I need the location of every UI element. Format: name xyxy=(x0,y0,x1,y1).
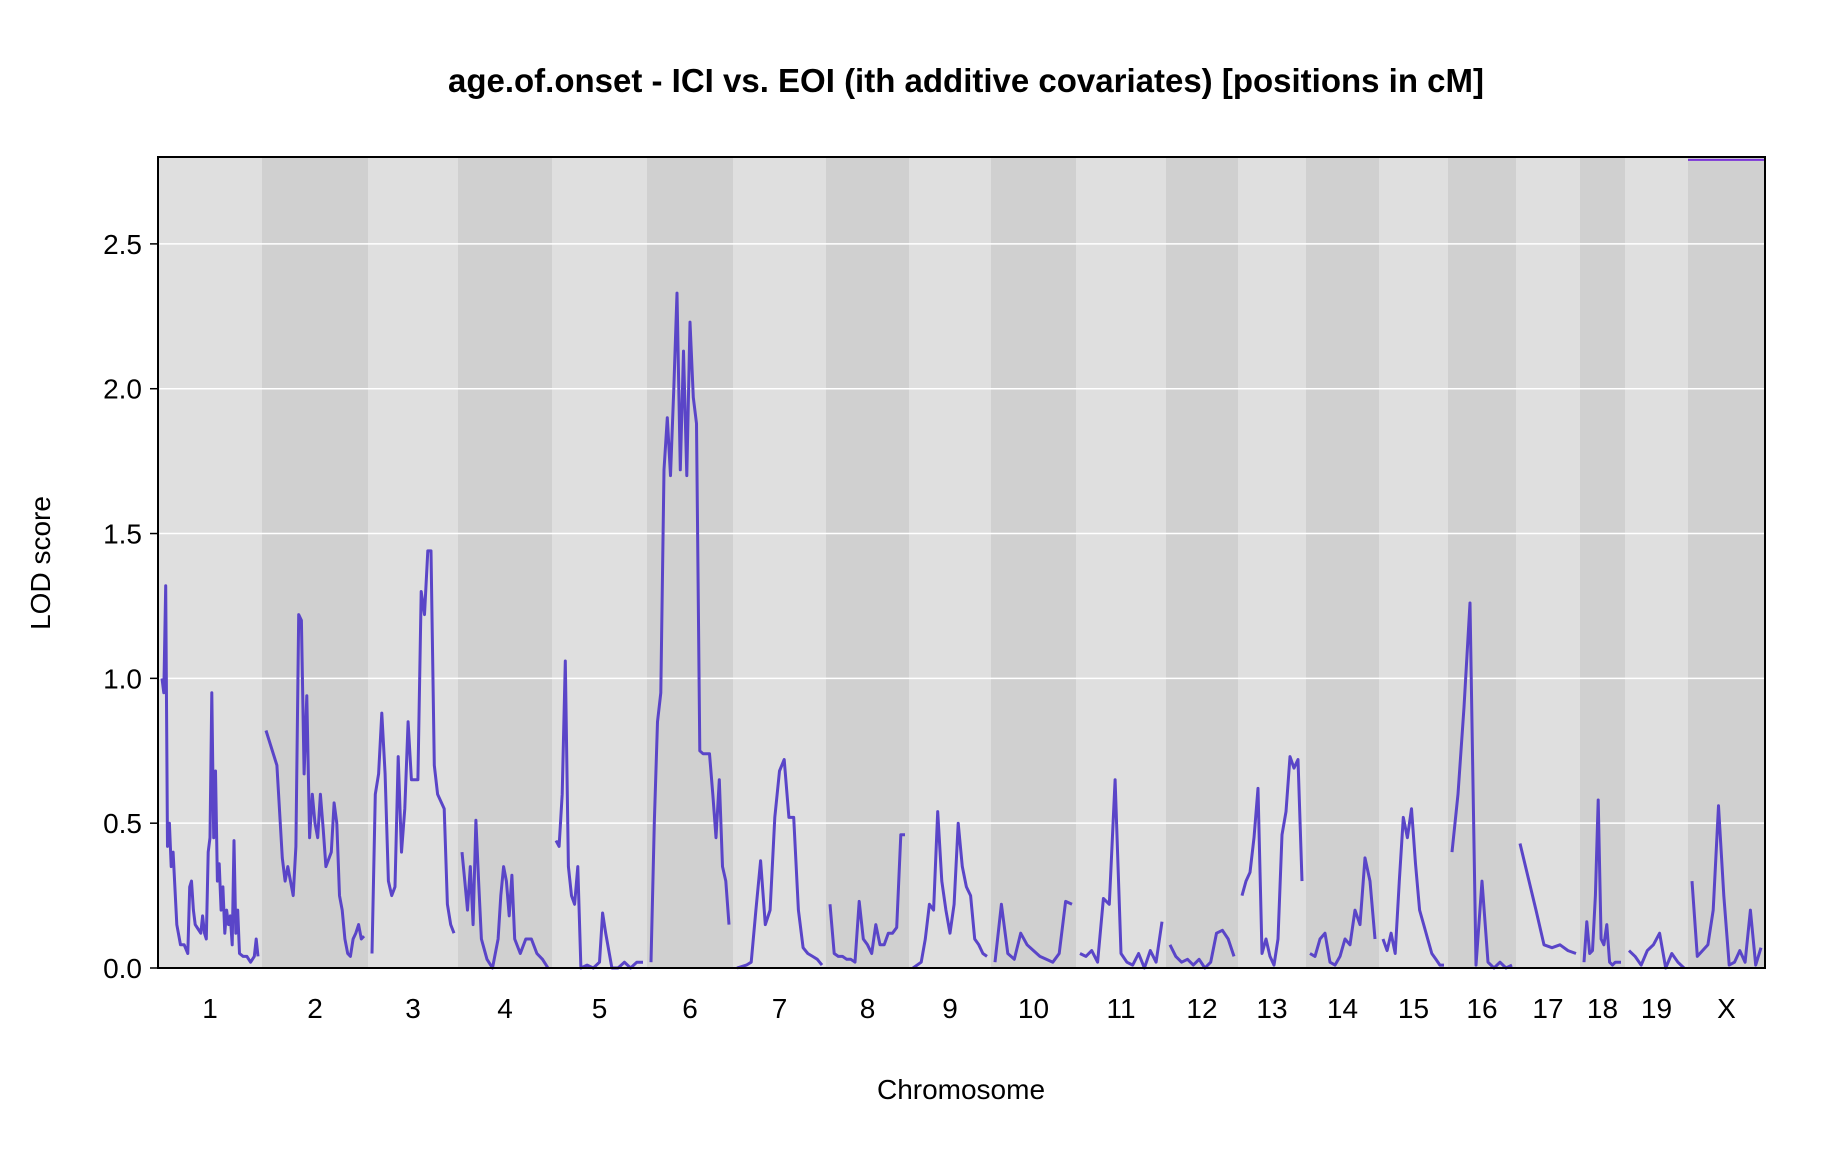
y-tick-label: 1.0 xyxy=(103,663,142,694)
lod-line-chr-2 xyxy=(264,613,366,958)
x-tick-label: 3 xyxy=(405,993,421,1024)
lod-line-chr-11 xyxy=(1079,778,1164,970)
band-chr-3 xyxy=(368,157,458,968)
plot-frame xyxy=(157,156,1766,969)
lod-series xyxy=(160,158,1765,970)
y-tick-label: 0.5 xyxy=(103,808,142,839)
band-chr-9 xyxy=(909,157,991,968)
x-tick-label: 1 xyxy=(202,993,218,1024)
lod-line-chr-5 xyxy=(554,659,643,970)
x-tick-label: 16 xyxy=(1466,993,1497,1024)
band-chr-2 xyxy=(262,157,368,968)
x-tick-label: 15 xyxy=(1398,993,1429,1024)
x-tick-label: 17 xyxy=(1532,993,1563,1024)
band-chr-17 xyxy=(1516,157,1580,968)
y-axis-label: LOD score xyxy=(25,496,56,630)
band-chr-8 xyxy=(826,157,909,968)
x-tick-label: 4 xyxy=(497,993,513,1024)
x-tick-label: 9 xyxy=(942,993,958,1024)
band-chr-X xyxy=(1688,157,1765,968)
lod-line-chr-X xyxy=(1690,804,1763,967)
lod-line-chr-8 xyxy=(828,833,905,964)
x-tick-label: 7 xyxy=(772,993,788,1024)
x-tick-label: 5 xyxy=(592,993,608,1024)
lod-line-chr-18 xyxy=(1582,798,1621,967)
lod-line-chr-4 xyxy=(460,818,550,970)
x-tick-label: 8 xyxy=(860,993,876,1024)
x-tick-label: 12 xyxy=(1186,993,1217,1024)
band-chr-7 xyxy=(733,157,826,968)
band-chr-19 xyxy=(1625,157,1688,968)
band-chr-18 xyxy=(1580,157,1625,968)
x-tick-label: 10 xyxy=(1018,993,1049,1024)
band-chr-12 xyxy=(1166,157,1238,968)
lod-line-chr-15 xyxy=(1381,807,1444,967)
x-tick-label: 6 xyxy=(682,993,698,1024)
chart-title: age.of.onset - ICI vs. EOI (ith additive… xyxy=(448,62,1484,99)
band-chr-10 xyxy=(991,157,1076,968)
lod-line-chr-13 xyxy=(1240,755,1304,967)
band-chr-6 xyxy=(647,157,733,968)
x-tick-label: 11 xyxy=(1106,993,1135,1024)
lod-line-chr-10 xyxy=(993,899,1073,964)
band-chr-16 xyxy=(1448,157,1516,968)
y-tick-label: 1.5 xyxy=(103,519,142,550)
x-tick-label: X xyxy=(1717,993,1736,1024)
chromosome-bands xyxy=(158,157,1765,968)
lod-line-chr-9 xyxy=(912,810,988,970)
band-chr-13 xyxy=(1238,157,1306,968)
y-tick-label: 0.0 xyxy=(103,953,142,984)
band-chr-5 xyxy=(552,157,647,968)
x-axis-label: Chromosome xyxy=(877,1074,1045,1105)
lod-line-chr-7 xyxy=(736,758,824,970)
x-tick-label: 14 xyxy=(1327,993,1358,1024)
x-tick-label: 2 xyxy=(307,993,323,1024)
lod-line-chr-6 xyxy=(649,291,731,963)
lod-line-chr-19 xyxy=(1627,931,1686,970)
lod-line-chr-12 xyxy=(1168,928,1236,970)
x-tick-label: 18 xyxy=(1587,993,1618,1024)
lod-line-chr-14 xyxy=(1309,856,1377,967)
x-tick-label: 19 xyxy=(1641,993,1672,1024)
lod-line-chr-1 xyxy=(160,584,260,964)
band-chr-4 xyxy=(458,157,552,968)
y-axis: 0.0 0.5 1.0 1.5 2.0 2.5 xyxy=(103,229,158,984)
y-tick-label: 2.5 xyxy=(103,229,142,260)
lod-line-chr-17 xyxy=(1518,843,1577,955)
lod-line-chr-16 xyxy=(1450,601,1513,970)
lod-line-chr-3 xyxy=(370,549,456,954)
gridlines xyxy=(158,243,1765,824)
band-chr-14 xyxy=(1306,157,1379,968)
y-tick-label: 2.0 xyxy=(103,374,142,405)
band-chr-11 xyxy=(1076,157,1166,968)
x-axis: 1 2 3 4 5 6 7 8 9 10 11 12 13 14 15 16 17 18 19 X xyxy=(202,993,1736,1024)
x-tick-label: 13 xyxy=(1256,993,1287,1024)
